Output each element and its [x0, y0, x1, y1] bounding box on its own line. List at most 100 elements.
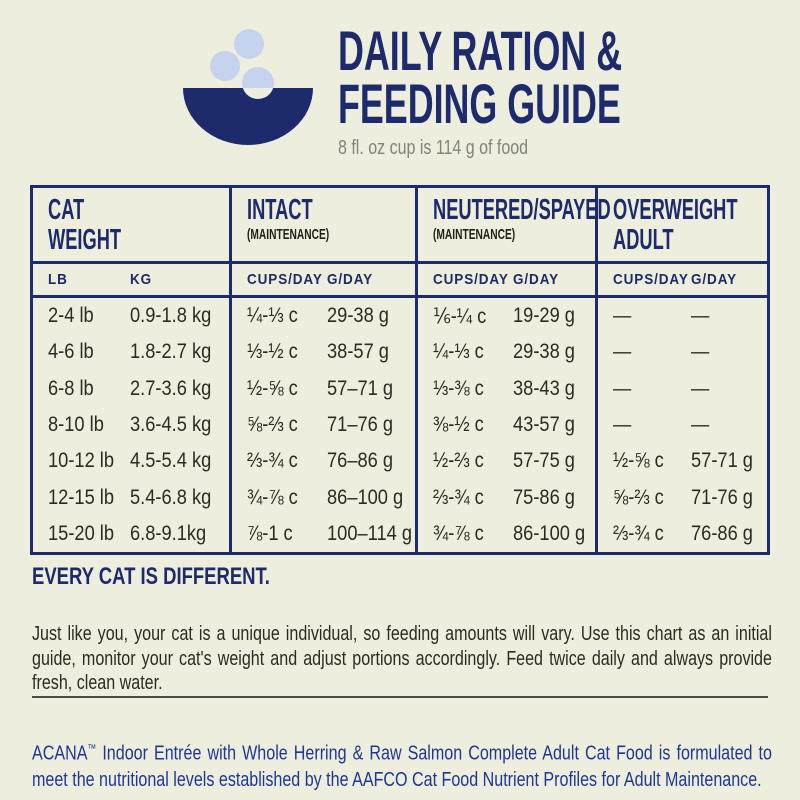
column-title: NEUTERED/SPAYED	[433, 194, 611, 226]
cell-value: 76-86 g	[691, 521, 753, 545]
cell-value: ½-⅝ c	[613, 449, 664, 473]
cell-value: —	[613, 340, 632, 364]
cell-value: 71-76 g	[691, 485, 753, 509]
cell-value: 5.4-6.8 kg	[130, 485, 212, 509]
table-cell: ⅔-¾ c 76–86 g	[229, 443, 415, 480]
table-cell: — —	[595, 334, 767, 371]
cell-value: 86–100 g	[327, 485, 404, 509]
cell-value: 6.8-9.1kg	[130, 521, 207, 545]
cell-value: ½-⅔ c	[433, 449, 484, 473]
units-row-neutered: CUPS/DAY G/DAY	[415, 264, 595, 298]
cell-value: —	[691, 413, 710, 437]
cell-value: —	[691, 340, 710, 364]
table-cell: — —	[595, 406, 767, 444]
cell-value: ⅔-¾ c	[247, 449, 298, 473]
cell-value: 100–114 g	[327, 521, 413, 545]
table-cell: ¾-⅞ c 86–100 g	[229, 479, 415, 516]
table-cell: ½-⅝ c 57-71 g	[595, 443, 767, 480]
aafco-statement: ACANA™ Indoor Entrée with Whole Herring …	[32, 736, 772, 793]
cell-value: 29-38 g	[513, 340, 575, 364]
table-cell: ⅝-⅔ c 71–76 g	[229, 406, 415, 444]
bowl-with-bubbles-icon	[183, 29, 313, 145]
table-cell: 6-8 lb 2.7-3.6 kg	[33, 371, 229, 407]
table-cell: ⅞-1 c 100–114 g	[229, 515, 415, 553]
column-title-line: INTACT	[247, 194, 313, 226]
table-cell: ⅝-⅔ c 71-76 g	[595, 479, 767, 516]
table-cell: 2-4 lb 0.9-1.8 kg	[33, 298, 229, 334]
column-header-intact: INTACT (MAINTENANCE)	[229, 188, 415, 264]
cell-value: 38-43 g	[513, 376, 575, 400]
column-title-line: OVERWEIGHT	[613, 194, 738, 226]
cell-value: —	[613, 304, 632, 328]
column-header-cat-weight: CAT WEIGHT	[33, 188, 229, 264]
unit-label: LB	[48, 271, 68, 288]
units-row-overweight: CUPS/DAY G/DAY	[595, 264, 767, 298]
cell-value: 76–86 g	[327, 449, 394, 473]
table-cell: ⅙-¼ c 19-29 g	[415, 298, 595, 335]
column-title: INTACT	[247, 195, 353, 225]
cell-value: ¼-⅓ c	[247, 304, 298, 328]
table-cell: ⅔-¾ c 75-86 g	[415, 479, 595, 516]
cell-value: 8-10 lb	[48, 413, 104, 437]
trademark-symbol: ™	[87, 743, 97, 755]
cell-value: 4.5-5.4 kg	[130, 449, 212, 473]
feeding-advice-paragraph: Just like you, your cat is a unique indi…	[32, 623, 772, 694]
section-heading: EVERY CAT IS DIFFERENT.	[32, 563, 270, 590]
cell-value: ¼-⅓ c	[433, 340, 484, 364]
cell-value: 1.8-2.7 kg	[130, 340, 212, 364]
cell-value: 75-86 g	[513, 485, 575, 509]
column-title-line: NEUTERED/SPAYED	[433, 194, 611, 226]
column-title: OVERWEIGHT ADULT	[613, 194, 738, 256]
cell-value: 57–71 g	[327, 376, 394, 400]
cell-value: ⅝-⅔ c	[247, 413, 298, 437]
page-title-line2: FEEDING GUIDE	[338, 72, 621, 135]
cell-value: 57-71 g	[691, 449, 753, 473]
table-cell: ¼-⅓ c 29-38 g	[415, 334, 595, 371]
cell-value: 15-20 lb	[48, 521, 115, 545]
table-cell: ¾-⅞ c 86-100 g	[415, 515, 595, 553]
table-cell: 15-20 lb 6.8-9.1kg	[33, 516, 229, 552]
unit-label: G/DAY	[691, 271, 738, 288]
column-title: CAT WEIGHT	[48, 195, 162, 255]
cell-value: ⅞-1 c	[247, 521, 293, 545]
cell-value: ⅔-¾ c	[613, 521, 664, 545]
cell-value: ¾-⅞ c	[247, 485, 298, 509]
column-title-line: ADULT	[613, 224, 674, 256]
units-row-cat-weight: LB KG	[33, 264, 229, 298]
cell-value: —	[691, 304, 710, 328]
cell-value: —	[613, 376, 632, 400]
table-cell: 12-15 lb 5.4-6.8 kg	[33, 479, 229, 515]
cell-value: 29-38 g	[327, 304, 389, 328]
cell-value: —	[691, 376, 710, 400]
title-block: DAILY RATION & FEEDING GUIDE 8 fl. oz cu…	[338, 23, 782, 160]
cell-value: ¾-⅞ c	[433, 521, 484, 545]
table-cell: 4-6 lb 1.8-2.7 kg	[33, 334, 229, 370]
cell-value: 10-12 lb	[48, 449, 115, 473]
table-cell: ½-⅝ c 57–71 g	[229, 370, 415, 407]
unit-label: KG	[130, 271, 153, 288]
column-title-line: WEIGHT	[48, 224, 122, 256]
cell-value: 12-15 lb	[48, 485, 115, 509]
column-note: (MAINTENANCE)	[247, 226, 330, 243]
table-cell: ½-⅔ c 57-75 g	[415, 443, 595, 480]
column-title-line: CAT	[48, 194, 85, 226]
cell-value: ½-⅝ c	[247, 376, 298, 400]
table-cell: 10-12 lb 4.5-5.4 kg	[33, 443, 229, 479]
cell-value: 57-75 g	[513, 449, 575, 473]
bowl-icon	[183, 27, 313, 149]
cell-value: 2.7-3.6 kg	[130, 376, 212, 400]
column-header-neutered-spayed: NEUTERED/SPAYED (MAINTENANCE)	[415, 188, 611, 264]
units-row-intact: CUPS/DAY G/DAY	[229, 264, 415, 298]
cell-value: ⅓-⅜ c	[433, 376, 484, 400]
brand-name: ACANA	[32, 742, 88, 765]
cell-value: —	[613, 413, 632, 437]
cell-value: 2-4 lb	[48, 304, 94, 328]
cup-conversion-note: 8 fl. oz cup is 114 g of food	[338, 137, 529, 159]
unit-label: G/DAY	[327, 271, 374, 288]
table-cell: ¼-⅓ c 29-38 g	[229, 298, 415, 335]
table-cell: ⅔-¾ c 76-86 g	[595, 515, 767, 553]
cell-value: 38-57 g	[327, 340, 389, 364]
unit-label: CUPS/DAY	[433, 271, 509, 288]
feeding-table-grid: CAT WEIGHT INTACT (MAINTENANCE) NEUTERED…	[30, 185, 770, 556]
table-cell: ⅓-½ c 38-57 g	[229, 334, 415, 371]
